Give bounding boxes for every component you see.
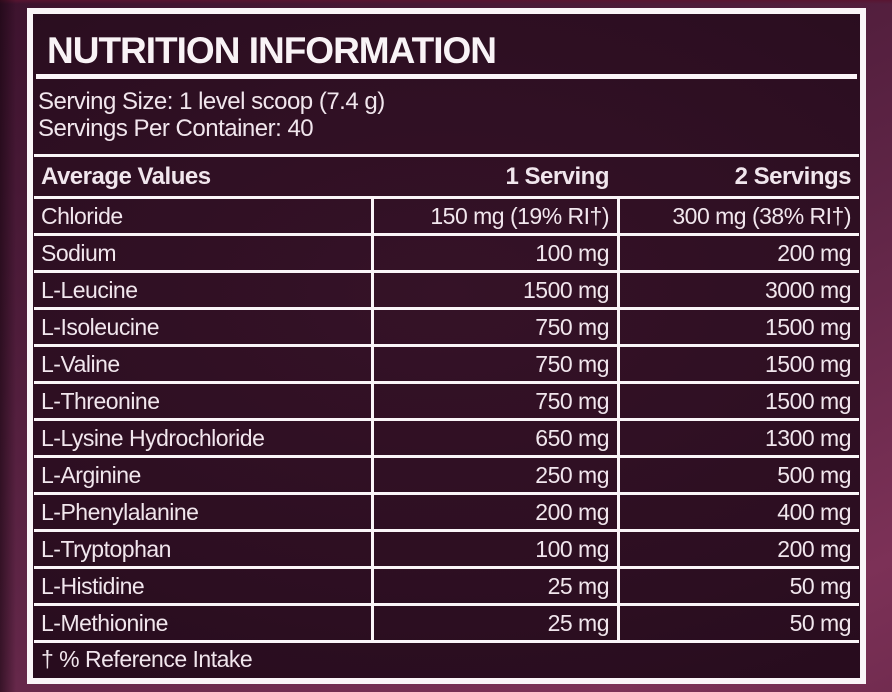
column-header-average-values: Average Values xyxy=(41,163,211,190)
row-value-2-servings: 50 mg xyxy=(617,606,859,640)
row-value-2-servings: 300 mg (38% RI†) xyxy=(617,199,859,233)
serving-size-line: Serving Size: 1 level scoop (7.4 g) xyxy=(38,88,385,115)
row-label: L-Threonine xyxy=(41,388,160,414)
table-header-row: Average Values 1 Serving 2 Servings xyxy=(34,154,859,199)
row-value-1-serving: 200 mg xyxy=(371,495,617,529)
reference-intake-footnote: † % Reference Intake xyxy=(41,646,253,672)
row-value-1-serving: 750 mg xyxy=(371,347,617,381)
row-label: Chloride xyxy=(41,203,123,229)
row-value-2-servings: 1500 mg xyxy=(617,347,859,381)
column-header-2-servings: 2 Servings xyxy=(734,163,852,190)
table-row: L-Arginine 250 mg 500 mg xyxy=(34,458,859,495)
row-label: L-Methionine xyxy=(41,610,168,636)
row-value-1-serving: 100 mg xyxy=(371,236,617,270)
row-label: L-Leucine xyxy=(41,277,138,303)
table-row: L-Tryptophan 100 mg 200 mg xyxy=(34,532,859,569)
row-label: L-Valine xyxy=(41,351,120,377)
servings-per-container-line: Servings Per Container: 40 xyxy=(38,115,314,142)
row-value-1-serving: 100 mg xyxy=(371,532,617,566)
row-value-2-servings: 1500 mg xyxy=(617,310,859,344)
table-row: L-Phenylalanine 200 mg 400 mg xyxy=(34,495,859,532)
row-value-2-servings: 1300 mg xyxy=(617,421,859,455)
row-label: L-Isoleucine xyxy=(41,314,160,340)
table-row: L-Isoleucine 750 mg 1500 mg xyxy=(34,310,859,347)
row-value-2-servings: 200 mg xyxy=(617,532,859,566)
page-title: NUTRITION INFORMATION xyxy=(47,30,497,71)
row-value-2-servings: 50 mg xyxy=(617,569,859,603)
row-label: Sodium xyxy=(41,240,116,266)
row-value-1-serving: 150 mg (19% RI†) xyxy=(371,199,617,233)
row-value-2-servings: 1500 mg xyxy=(617,384,859,418)
row-value-1-serving: 750 mg xyxy=(371,384,617,418)
table-row: L-Valine 750 mg 1500 mg xyxy=(34,347,859,384)
row-value-1-serving: 650 mg xyxy=(371,421,617,455)
table-row: Chloride 150 mg (19% RI†) 300 mg (38% RI… xyxy=(34,199,859,236)
table-row: L-Methionine 25 mg 50 mg xyxy=(34,606,859,643)
row-value-1-serving: 25 mg xyxy=(371,569,617,603)
row-value-1-serving: 1500 mg xyxy=(371,273,617,307)
title-divider xyxy=(36,74,857,79)
row-value-1-serving: 25 mg xyxy=(371,606,617,640)
table-row: L-Histidine 25 mg 50 mg xyxy=(34,569,859,606)
nutrition-panel: NUTRITION INFORMATION Serving Size: 1 le… xyxy=(27,8,866,684)
row-label: L-Tryptophan xyxy=(41,536,171,562)
row-label: L-Lysine Hydrochloride xyxy=(41,425,265,451)
row-label: L-Histidine xyxy=(41,573,145,599)
row-label: L-Arginine xyxy=(41,462,141,488)
row-value-1-serving: 750 mg xyxy=(371,310,617,344)
table-row: L-Threonine 750 mg 1500 mg xyxy=(34,384,859,421)
row-value-2-servings: 500 mg xyxy=(617,458,859,492)
table-row: L-Leucine 1500 mg 3000 mg xyxy=(34,273,859,310)
row-label: L-Phenylalanine xyxy=(41,499,199,525)
row-value-2-servings: 3000 mg xyxy=(617,273,859,307)
column-header-1-serving: 1 Serving xyxy=(505,163,609,190)
nutrition-table: Average Values 1 Serving 2 Servings Chlo… xyxy=(34,154,859,678)
table-row: Sodium 100 mg 200 mg xyxy=(34,236,859,273)
table-row: L-Lysine Hydrochloride 650 mg 1300 mg xyxy=(34,421,859,458)
serving-info-block: Serving Size: 1 level scoop (7.4 g) Serv… xyxy=(38,88,860,142)
row-value-1-serving: 250 mg xyxy=(371,458,617,492)
row-value-2-servings: 200 mg xyxy=(617,236,859,270)
row-value-2-servings: 400 mg xyxy=(617,495,859,529)
